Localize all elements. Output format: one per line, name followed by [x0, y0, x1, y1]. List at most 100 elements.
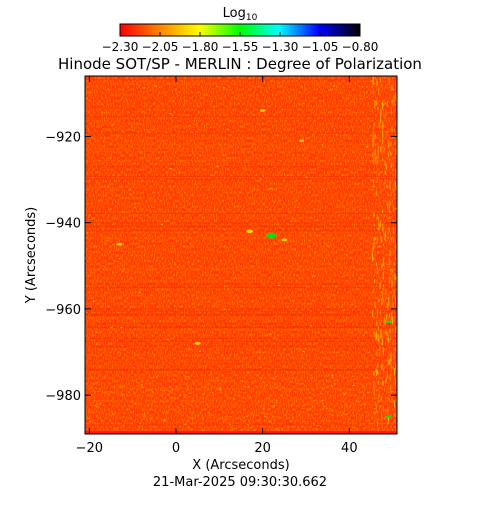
- scan-streak: [85, 81, 397, 83]
- speckle: [87, 275, 90, 277]
- edge-speckle: [395, 148, 397, 155]
- speckle: [89, 111, 91, 113]
- edge-speckle: [378, 336, 380, 344]
- speckle: [214, 233, 216, 235]
- speckle: [343, 419, 345, 421]
- lower-speckle: [275, 399, 278, 401]
- speckle: [273, 201, 276, 203]
- speckle: [127, 112, 129, 114]
- speckle: [252, 123, 254, 125]
- lower-speckle: [355, 400, 358, 402]
- speckle: [228, 261, 231, 263]
- speckle: [94, 261, 96, 263]
- speckle: [184, 271, 186, 273]
- lower-speckle: [259, 378, 262, 380]
- scan-streak: [85, 268, 397, 270]
- speckle: [120, 271, 123, 273]
- edge-speckle: [377, 362, 379, 368]
- speckle: [350, 349, 353, 351]
- speckle: [228, 101, 231, 103]
- lower-speckle: [275, 416, 278, 418]
- speckle: [248, 346, 251, 348]
- speckle: [366, 118, 368, 120]
- lower-speckle: [330, 385, 333, 387]
- speckle: [380, 251, 382, 253]
- bright-spot: [246, 229, 254, 234]
- edge-speckle: [374, 149, 376, 156]
- speckle: [277, 316, 280, 318]
- speckle: [144, 300, 147, 302]
- speckle: [93, 156, 95, 158]
- speckle: [119, 88, 122, 90]
- speckle: [366, 241, 368, 243]
- lower-speckle: [264, 416, 267, 418]
- speckle: [293, 105, 296, 107]
- lower-speckle: [88, 409, 91, 411]
- speckle: [319, 200, 322, 202]
- speckle: [194, 380, 197, 382]
- speckle: [322, 202, 324, 204]
- speckle: [333, 223, 336, 225]
- speckle: [375, 414, 377, 416]
- speckle: [216, 427, 219, 429]
- speckle: [334, 212, 336, 214]
- speckle: [178, 172, 180, 174]
- speckle: [362, 294, 365, 296]
- speckle: [393, 421, 395, 423]
- speckle: [138, 315, 140, 317]
- lower-speckle: [363, 427, 366, 429]
- speckle: [237, 394, 240, 396]
- speckle: [135, 247, 137, 249]
- map-features: [85, 76, 397, 434]
- speckle: [104, 307, 106, 309]
- lower-speckle: [240, 419, 243, 421]
- speckle: [323, 120, 325, 122]
- speckle: [96, 354, 99, 356]
- speckle: [379, 139, 382, 141]
- speckle: [318, 382, 321, 384]
- speckle: [180, 351, 183, 353]
- speckle: [247, 94, 249, 96]
- speckle: [314, 294, 316, 296]
- lower-speckle: [290, 420, 293, 422]
- speckle: [379, 337, 382, 339]
- edge-speckle: [374, 133, 376, 138]
- speckle: [243, 136, 246, 138]
- speckle: [147, 235, 150, 237]
- speckle: [172, 222, 175, 224]
- speckle: [334, 323, 336, 325]
- lower-speckle: [99, 402, 102, 404]
- scan-streak: [85, 186, 397, 188]
- speckle: [108, 354, 110, 356]
- speckle: [356, 262, 358, 264]
- speckle: [372, 186, 375, 188]
- edge-speckle: [393, 226, 395, 231]
- edge-speckle: [376, 237, 378, 244]
- speckle: [370, 173, 372, 175]
- lower-speckle: [174, 389, 177, 391]
- speckle: [300, 193, 302, 195]
- scan-streak: [85, 283, 397, 285]
- speckle: [161, 199, 163, 201]
- speckle: [220, 279, 222, 281]
- lower-speckle: [377, 401, 380, 403]
- speckle: [349, 196, 352, 198]
- speckle: [298, 209, 301, 211]
- lower-speckle: [313, 400, 316, 402]
- speckle: [96, 356, 99, 358]
- speckle: [131, 357, 133, 359]
- edge-speckle: [382, 291, 384, 299]
- lower-speckle: [275, 387, 278, 389]
- edge-speckle: [394, 335, 396, 338]
- speckle: [202, 213, 205, 215]
- speckle: [113, 234, 115, 236]
- lower-speckle: [143, 412, 146, 414]
- speckle: [205, 292, 207, 294]
- y-tick-label: −960: [45, 303, 81, 318]
- speckle: [348, 96, 350, 98]
- speckle: [87, 338, 89, 340]
- speckle: [293, 113, 295, 115]
- speckle: [112, 199, 114, 201]
- lower-speckle: [248, 396, 251, 398]
- x-axis-ticks: −20 0 20 40: [76, 76, 358, 456]
